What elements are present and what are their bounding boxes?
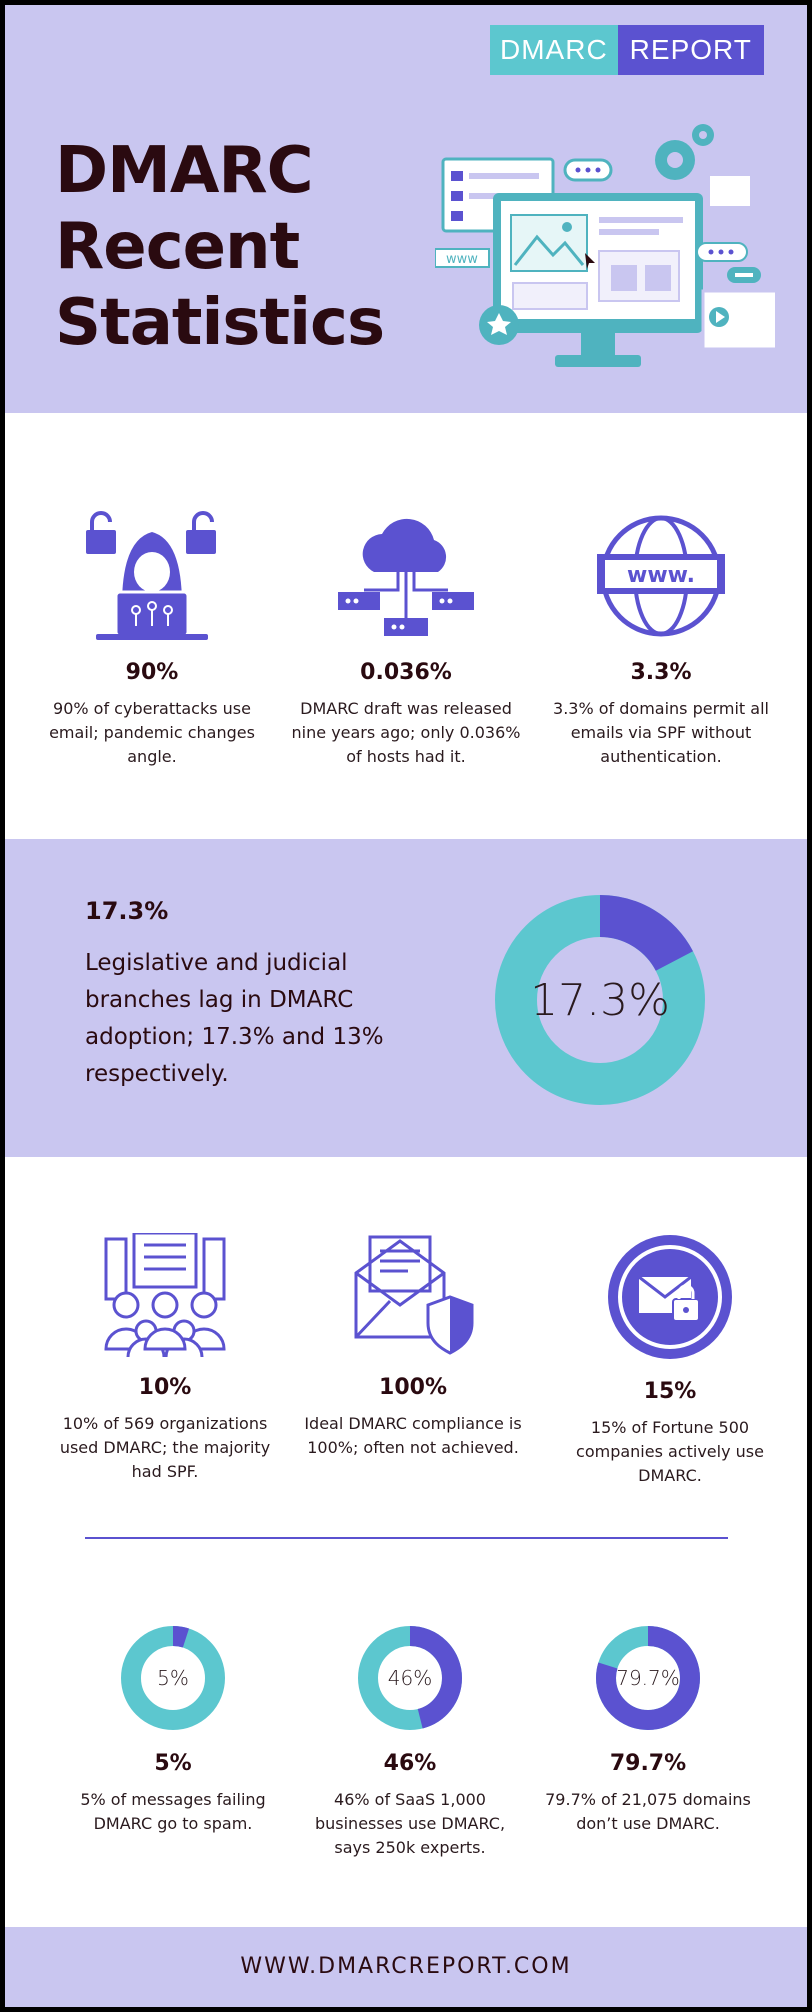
stat-organizations: 10% 10% of 569 organizations used DMARC;…: [50, 1233, 280, 1484]
cloud-network-icon: [338, 518, 474, 636]
domains-donut-chart: 79.7%: [596, 1626, 700, 1730]
stat-domains: 79.7% 79.7% 79.7% of 21,075 domains don’…: [533, 1623, 763, 1836]
infographic-page: DMARC REPORT DMARC Recent Statistics: [5, 5, 807, 2007]
stat-spam: 5% 5% 5% of messages failing DMARC go to…: [58, 1623, 288, 1836]
stat-spf-domains: www. 3.3% 3.3% of domains permit all ema…: [546, 510, 776, 769]
footer-url[interactable]: WWW.DMARCREPORT.COM: [5, 1927, 807, 2007]
page-title: DMARC Recent Statistics: [55, 134, 385, 360]
donut-label: 17.3%: [530, 975, 670, 1026]
stat-value: 46%: [383, 1751, 437, 1776]
header-section: DMARC REPORT DMARC Recent Statistics: [5, 5, 807, 413]
donut-label: 5%: [157, 1666, 189, 1690]
logo-part-dmarc: DMARC: [490, 25, 618, 75]
stat-compliance: 100% Ideal DMARC compliance is 100%; oft…: [298, 1233, 528, 1460]
stat-description: 10% of 569 organizations used DMARC; the…: [59, 1414, 271, 1481]
stat-value: 15%: [643, 1379, 697, 1404]
organization-people-icon: [104, 1233, 226, 1357]
stat-value: 3.3%: [630, 660, 692, 685]
saas-donut-chart: 46%: [358, 1626, 462, 1730]
section-divider: [85, 1537, 728, 1539]
stat-description: 3.3% of domains permit all emails via SP…: [553, 699, 769, 766]
highlight-value: 17.3%: [85, 897, 169, 925]
email-shield-icon: [354, 1235, 474, 1355]
stat-value: 0.036%: [360, 660, 452, 685]
locked-mail-icon: [608, 1235, 732, 1359]
stat-value: 10%: [138, 1375, 192, 1400]
logo-part-report: REPORT: [617, 25, 764, 75]
stat-description: 79.7% of 21,075 domains don’t use DMARC.: [545, 1790, 751, 1833]
stat-value: 100%: [379, 1375, 447, 1400]
stat-value: 79.7%: [609, 1751, 687, 1776]
stat-dmarc-draft: 0.036% DMARC draft was released nine yea…: [291, 510, 521, 769]
stat-value: 90%: [125, 660, 179, 685]
hacker-icon: [86, 511, 216, 640]
highlight-band: 17.3% Legislative and judicial branches …: [5, 839, 807, 1157]
stat-description: 90% of cyberattacks use email; pandemic …: [49, 699, 255, 766]
brand-logo: DMARC REPORT: [490, 25, 764, 75]
donut-label: 46%: [388, 1666, 432, 1690]
svg-text:www: www: [446, 252, 478, 267]
stat-description: DMARC draft was released nine years ago;…: [291, 699, 521, 766]
stat-value: 5%: [154, 1751, 192, 1776]
www-globe-icon: www.: [597, 515, 725, 637]
computer-illustration-icon: www: [435, 124, 775, 367]
donut-label: 79.7%: [616, 1666, 680, 1690]
stat-description: Ideal DMARC compliance is 100%; often no…: [304, 1414, 522, 1457]
stat-fortune-500: 15% 15% of Fortune 500 companies activel…: [555, 1233, 785, 1488]
spam-donut-chart: 5%: [121, 1626, 225, 1730]
stat-description: 46% of SaaS 1,000 businesses use DMARC, …: [314, 1790, 506, 1857]
highlight-text: Legislative and judicial branches lag in…: [85, 950, 384, 1087]
stat-description: 15% of Fortune 500 companies actively us…: [576, 1418, 764, 1485]
stat-cyberattacks: 90% 90% of cyberattacks use email; pande…: [37, 510, 267, 769]
stat-description: 5% of messages failing DMARC go to spam.: [80, 1790, 266, 1833]
svg-text:www.: www.: [627, 563, 695, 588]
stat-saas: 46% 46% 46% of SaaS 1,000 businesses use…: [295, 1623, 525, 1860]
legislative-donut-chart: 17.3%: [495, 895, 705, 1105]
